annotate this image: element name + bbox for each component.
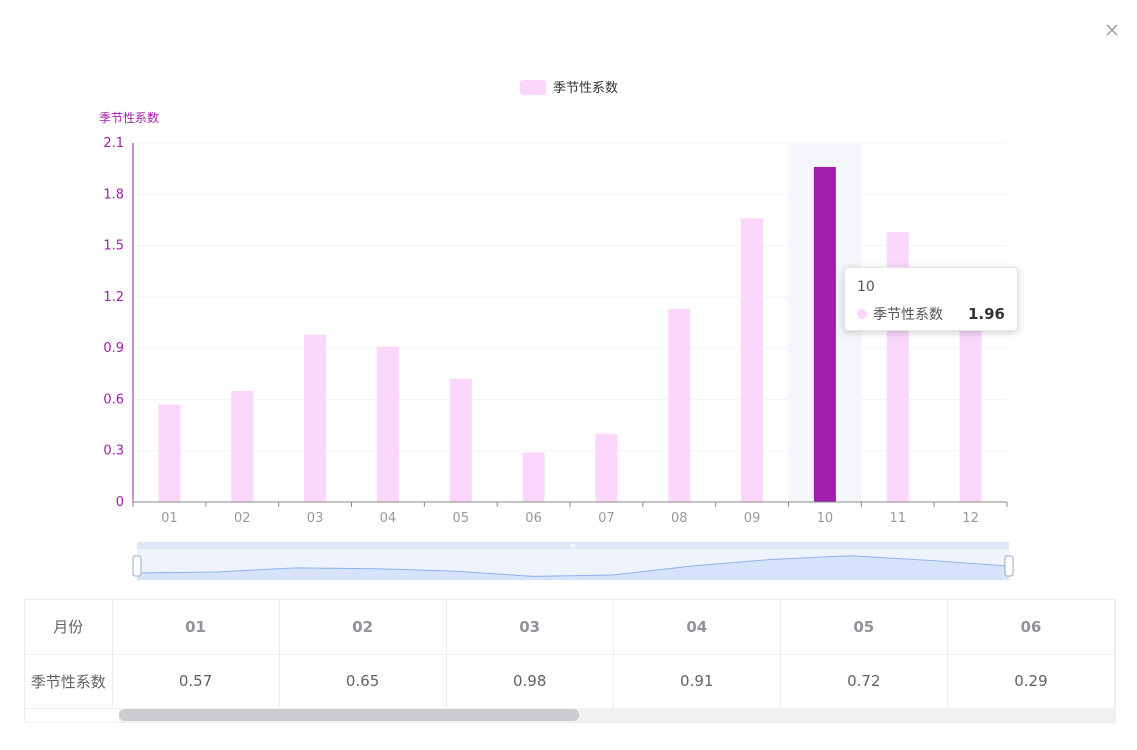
x-tick-label: 05	[452, 511, 469, 526]
tooltip-series-name: 季节性系数	[873, 307, 943, 323]
value-cell: 0.91	[613, 654, 781, 709]
zoom-line	[136, 555, 1010, 577]
value-cell: 0.65	[279, 654, 447, 709]
y-tick-label: 0	[116, 495, 124, 510]
bar-series	[158, 166, 982, 502]
legend-label: 季节性系数	[553, 81, 618, 96]
x-tick-label: 09	[744, 511, 761, 526]
y-tick-labels: 0 0.3 0.6 0.9 1.2 1.5 1.8 2.1	[103, 136, 124, 510]
y-tick-label: 0.3	[103, 444, 124, 459]
y-axis-label: 季节性系数	[99, 110, 159, 125]
bar	[231, 390, 254, 502]
x-tick-label: 01	[161, 511, 178, 526]
zoom-area	[137, 555, 1009, 580]
x-tick-label: 06	[525, 511, 542, 526]
x-tick-labels: 01 02 03 04 05 06 07 08 09 10 11 12	[161, 511, 979, 526]
bar	[741, 218, 764, 502]
y-tick-label: 1.5	[103, 239, 124, 254]
scrollbar-thumb[interactable]	[119, 709, 579, 721]
table-row-month: 月份 01 02 03 04 05 06	[25, 600, 1115, 655]
bar	[668, 308, 691, 502]
y-tick-label: 0.9	[103, 341, 124, 356]
zoom-handle-left[interactable]	[132, 555, 142, 577]
bar	[376, 346, 399, 502]
row-header-month: 月份	[25, 600, 113, 655]
x-tick-label: 10	[817, 511, 834, 526]
data-table: 月份 01 02 03 04 05 06 季节性系数 0.57 0.65 0.9…	[25, 600, 1115, 709]
month-cell: 02	[279, 600, 447, 655]
x-tick-label: 11	[889, 511, 906, 526]
bar	[959, 310, 982, 502]
tooltip-dot-icon	[857, 309, 867, 319]
bar	[304, 334, 327, 502]
y-tick-label: 0.6	[103, 392, 124, 407]
bar	[158, 404, 181, 502]
chart-tooltip: 10 季节性系数 1.96	[844, 267, 1018, 331]
axes	[132, 143, 1008, 507]
y-tick-label: 1.2	[103, 290, 124, 305]
month-cell: 06	[947, 600, 1115, 655]
y-tick-label: 2.1	[103, 136, 124, 151]
x-tick-label: 03	[307, 511, 324, 526]
x-tick-label: 08	[671, 511, 688, 526]
zoom-handle-right[interactable]	[1004, 555, 1014, 577]
month-cell: 03	[446, 600, 614, 655]
tooltip-value: 1.96	[967, 305, 1005, 323]
month-cell: 01	[112, 600, 280, 655]
x-tick-label: 02	[234, 511, 251, 526]
tooltip-title: 10	[857, 279, 875, 295]
horizontal-scrollbar[interactable]	[119, 708, 1115, 722]
bar	[522, 452, 545, 502]
value-cell: 0.57	[112, 654, 280, 709]
data-table-container: 月份 01 02 03 04 05 06 季节性系数 0.57 0.65 0.9…	[24, 599, 1116, 723]
chart-legend[interactable]: 季节性系数	[520, 80, 618, 96]
x-tick-label: 12	[962, 511, 979, 526]
row-header-coefficient: 季节性系数	[25, 654, 113, 709]
close-icon[interactable]	[1102, 20, 1122, 40]
value-cell: 0.29	[947, 654, 1115, 709]
bar	[449, 378, 472, 502]
tooltip-row: 季节性系数 1.96	[857, 304, 1005, 324]
value-cell: 0.72	[780, 654, 948, 709]
month-cell: 04	[613, 600, 781, 655]
bar	[595, 433, 618, 502]
x-tick-label: 04	[380, 511, 397, 526]
bar	[813, 166, 836, 502]
data-zoom-slider[interactable]	[132, 542, 1014, 580]
value-cell: 0.98	[446, 654, 614, 709]
x-tick-label: 07	[598, 511, 615, 526]
legend-swatch	[520, 80, 546, 95]
table-row-coefficient: 季节性系数 0.57 0.65 0.98 0.91 0.72 0.29	[25, 654, 1115, 709]
month-cell: 05	[780, 600, 948, 655]
y-tick-label: 1.8	[103, 187, 124, 202]
